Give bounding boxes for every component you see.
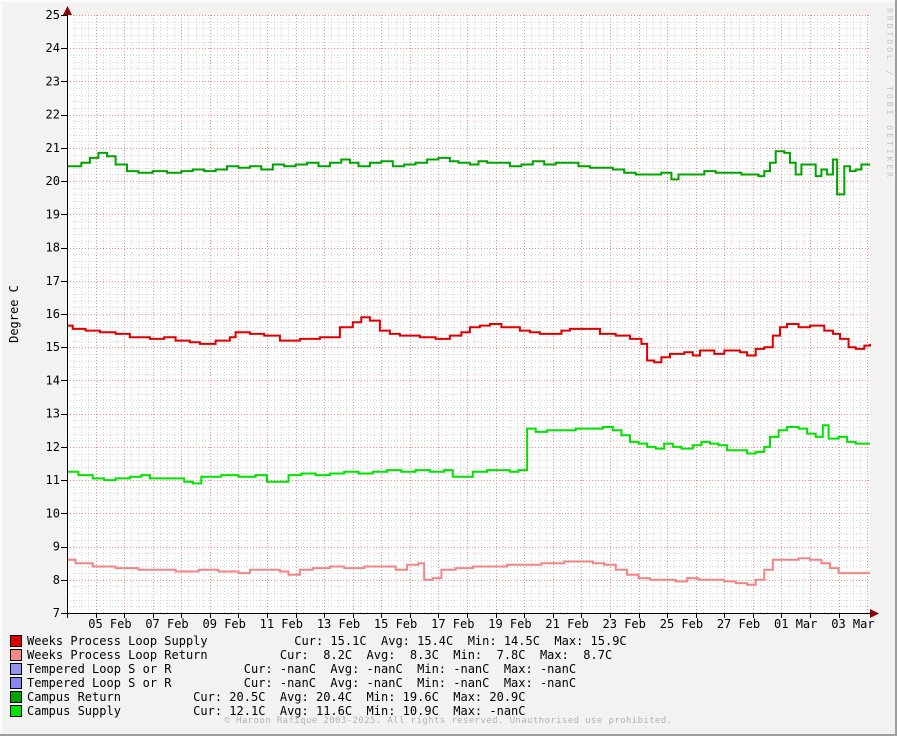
- series-weeks-process-loop-supply: [67, 316, 871, 364]
- svg-text:17 Feb: 17 Feb: [431, 617, 474, 631]
- svg-text:09 Feb: 09 Feb: [203, 617, 246, 631]
- legend-item: Weeks Process Loop Return Cur: 8.2C Avg:…: [10, 648, 627, 662]
- series-campus-supply: [67, 424, 870, 485]
- svg-text:25 Feb: 25 Feb: [660, 617, 703, 631]
- svg-text:01 Mar: 01 Mar: [774, 617, 817, 631]
- svg-text:24: 24: [46, 41, 60, 55]
- y-axis-arrow-icon: [63, 6, 72, 15]
- y-tick-labels: 7 8 9 10 11 12 13 14 15 16 17 18 19 20 21 22 23 24 25: [46, 8, 60, 620]
- svg-text:14: 14: [46, 373, 60, 387]
- watermark: RRDTOOL / TOBI OETIKER: [885, 8, 894, 180]
- legend-text: Campus Supply Cur: 12.1C Avg: 11.6C Min:…: [27, 704, 526, 718]
- svg-text:16: 16: [46, 307, 60, 321]
- svg-text:25: 25: [46, 8, 60, 22]
- svg-text:11 Feb: 11 Feb: [260, 617, 303, 631]
- svg-text:07 Feb: 07 Feb: [145, 617, 188, 631]
- legend-swatch-icon: [10, 691, 22, 703]
- legend-text: Tempered Loop S or R Cur: -nanC Avg: -na…: [27, 662, 577, 676]
- x-axis-arrow-icon: [870, 609, 879, 618]
- legend-item: Campus Return Cur: 20.5C Avg: 20.4C Min:…: [10, 690, 627, 704]
- legend: Weeks Process Loop Supply Cur: 15.1C Avg…: [10, 634, 627, 718]
- grid-minor: [67, 15, 870, 613]
- legend-item: Campus Supply Cur: 12.1C Avg: 11.6C Min:…: [10, 704, 627, 718]
- svg-text:23 Feb: 23 Feb: [603, 617, 646, 631]
- svg-text:13 Feb: 13 Feb: [317, 617, 360, 631]
- legend-item: Weeks Process Loop Supply Cur: 15.1C Avg…: [10, 634, 627, 648]
- legend-item: Tempered Loop S or R Cur: -nanC Avg: -na…: [10, 676, 627, 690]
- svg-text:10: 10: [46, 506, 60, 520]
- axes: [61, 10, 873, 618]
- svg-text:23: 23: [46, 74, 60, 88]
- svg-text:03 Mar: 03 Mar: [831, 617, 874, 631]
- x-tick-labels: 05 Feb 07 Feb 09 Feb 11 Feb 13 Feb 15 Feb 17 F…: [88, 617, 874, 631]
- legend-text: Weeks Process Loop Return Cur: 8.2C Avg:…: [27, 648, 613, 662]
- series-weeks-process-loop-return: [67, 557, 870, 586]
- copyright-footer: © Haroon Rafique 2003-2025. All rights r…: [224, 716, 673, 726]
- svg-text:15 Feb: 15 Feb: [374, 617, 417, 631]
- legend-text: Campus Return Cur: 20.5C Avg: 20.4C Min:…: [27, 690, 526, 704]
- svg-text:20: 20: [46, 174, 60, 188]
- svg-text:15: 15: [46, 340, 60, 354]
- svg-text:11: 11: [46, 473, 60, 487]
- legend-text: Tempered Loop S or R Cur: -nanC Avg: -na…: [27, 676, 577, 690]
- svg-text:19: 19: [46, 207, 60, 221]
- svg-text:18: 18: [46, 241, 60, 255]
- legend-swatch-icon: [10, 649, 22, 661]
- svg-text:21 Feb: 21 Feb: [545, 617, 588, 631]
- svg-text:12: 12: [46, 440, 60, 454]
- svg-text:8: 8: [53, 573, 60, 587]
- legend-swatch-icon: [10, 663, 22, 675]
- svg-text:17: 17: [46, 274, 60, 288]
- legend-item: Tempered Loop S or R Cur: -nanC Avg: -na…: [10, 662, 627, 676]
- legend-swatch-icon: [10, 635, 22, 647]
- svg-text:22: 22: [46, 108, 60, 122]
- svg-text:9: 9: [53, 540, 60, 554]
- svg-text:19 Feb: 19 Feb: [488, 617, 531, 631]
- legend-text: Weeks Process Loop Supply Cur: 15.1C Avg…: [27, 634, 627, 648]
- svg-text:05 Feb: 05 Feb: [88, 617, 131, 631]
- legend-swatch-icon: [10, 677, 22, 689]
- series-campus-return: [67, 150, 870, 196]
- temperature-chart: 7 8 9 10 11 12 13 14 15 16 17 18 19 20 21 22 23 24 25 05 Fe…: [46, 6, 879, 631]
- svg-text:27 Feb: 27 Feb: [717, 617, 760, 631]
- legend-swatch-icon: [10, 705, 22, 717]
- svg-text:13: 13: [46, 407, 60, 421]
- svg-text:21: 21: [46, 141, 60, 155]
- svg-text:7: 7: [53, 606, 60, 620]
